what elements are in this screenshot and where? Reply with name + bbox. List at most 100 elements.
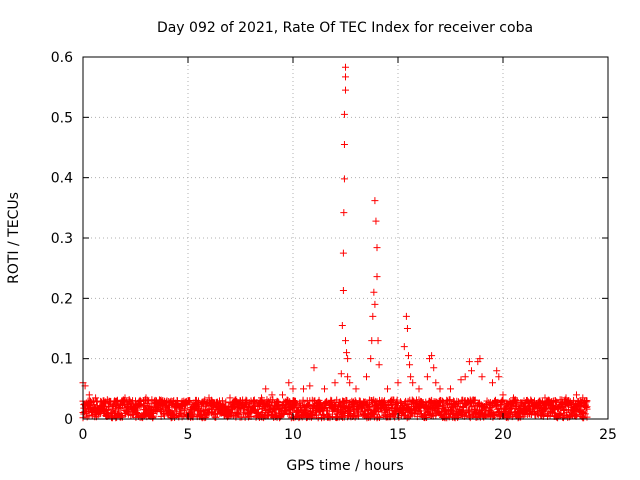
data-point [258, 394, 265, 402]
chart-title: Day 092 of 2021, Rate Of TEC Index for r… [157, 20, 533, 36]
data-point [343, 349, 351, 357]
data-point [371, 197, 379, 205]
background-data-point [354, 409, 362, 417]
background-data-point [434, 403, 442, 411]
background-data-point [228, 410, 236, 418]
background-data-point [322, 400, 330, 408]
data-point [374, 337, 382, 345]
data-point [174, 397, 181, 405]
data-point [268, 391, 276, 399]
background-data-point [580, 414, 588, 422]
data-point [163, 397, 171, 405]
data-point [247, 397, 255, 405]
data-point [184, 397, 192, 405]
axis-ticks-layer: 0 5 10 15 20 25 0 0.1 0.2 0.3 0.4 0.5 0.6 [51, 50, 617, 443]
data-point [495, 373, 503, 381]
data-point [405, 352, 412, 360]
data-points-layer [79, 63, 591, 405]
data-point [499, 391, 507, 399]
background-data-point [269, 396, 277, 404]
x-tick-label: 10 [284, 427, 302, 443]
data-point [375, 361, 383, 369]
background-data-point [376, 414, 384, 422]
background-data-point [358, 402, 366, 410]
data-point [92, 394, 100, 402]
data-point [579, 394, 587, 402]
y-tick-label: 0.6 [51, 50, 73, 66]
y-tick-label: 0.4 [51, 171, 73, 187]
data-point [409, 379, 417, 387]
data-point [403, 325, 411, 332]
background-data-point [370, 396, 378, 404]
grid-layer [83, 57, 608, 419]
background-data-point [381, 400, 389, 408]
data-point [300, 385, 307, 393]
background-data-point [403, 414, 411, 422]
x-tick-label: 0 [79, 427, 88, 443]
data-point [406, 361, 414, 369]
data-point [367, 355, 375, 363]
data-point [85, 391, 93, 399]
data-point [342, 337, 349, 345]
data-point [321, 385, 328, 393]
background-data-point [401, 399, 409, 407]
data-point [310, 364, 318, 372]
data-point [478, 373, 486, 381]
data-point [373, 244, 381, 252]
data-point [132, 397, 139, 405]
background-data-point [330, 405, 338, 413]
data-point [436, 385, 444, 393]
data-point [371, 300, 379, 308]
data-point [369, 312, 377, 320]
data-point [338, 321, 346, 329]
y-tick-label: 0.5 [51, 110, 73, 126]
data-point [394, 379, 402, 387]
data-point [100, 397, 108, 405]
data-point [342, 86, 349, 94]
data-point [344, 373, 352, 381]
data-point [237, 397, 244, 405]
data-point [573, 391, 580, 399]
background-data-point [493, 399, 501, 407]
y-tick-label: 0.1 [51, 352, 73, 368]
background-data-point [355, 412, 363, 420]
background-data-point [117, 405, 125, 413]
data-point [342, 63, 349, 71]
background-data-point [555, 410, 563, 418]
data-point [340, 209, 348, 217]
x-axis-label: GPS time / hours [286, 458, 403, 474]
data-point [342, 73, 349, 81]
data-point [352, 385, 360, 393]
data-point [346, 379, 354, 387]
data-point [531, 397, 538, 405]
background-data-point [141, 406, 149, 414]
background-data-point [446, 396, 454, 404]
data-point [205, 394, 213, 402]
data-point [541, 394, 549, 402]
background-data-point [370, 406, 378, 414]
data-point [121, 394, 129, 402]
background-data-point [299, 398, 307, 406]
data-point [489, 379, 496, 387]
background-data-point [583, 403, 591, 411]
data-point [457, 376, 465, 384]
background-data-point [404, 401, 412, 409]
y-tick-label: 0 [64, 412, 73, 428]
data-point [262, 385, 270, 393]
background-data-point [393, 396, 401, 404]
background-data-point [149, 414, 157, 422]
data-point [368, 337, 376, 345]
data-point [415, 385, 423, 393]
data-point [552, 397, 559, 405]
background-data-point [250, 405, 258, 413]
data-point [407, 373, 415, 381]
background-data-point [381, 397, 389, 405]
background-data-point [241, 402, 249, 410]
x-tick-label: 5 [184, 427, 193, 443]
data-point [279, 391, 286, 399]
background-noise-layer [79, 396, 591, 422]
data-point [344, 355, 352, 363]
data-point [340, 140, 348, 148]
x-tick-label: 15 [389, 427, 407, 443]
